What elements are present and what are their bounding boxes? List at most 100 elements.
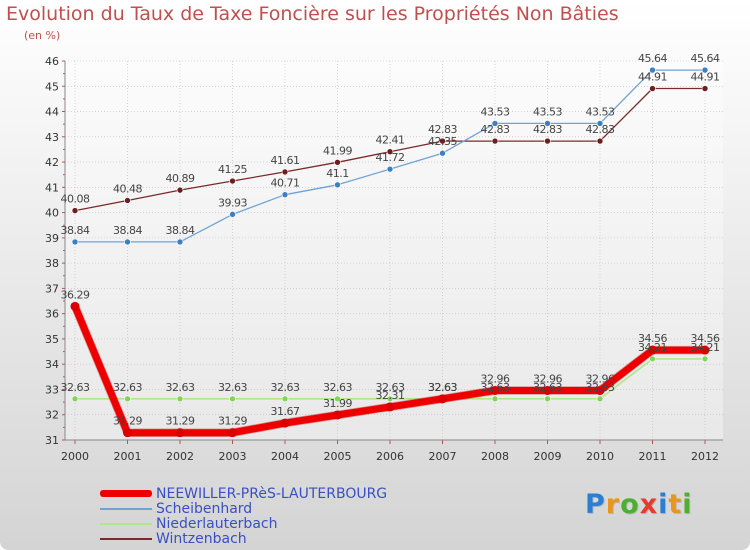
data-point [175, 428, 185, 438]
y-axis-label: (en %) [24, 29, 61, 42]
legend-item: Niederlauterbach [100, 516, 387, 532]
legend-swatch [100, 537, 152, 540]
data-point [176, 186, 184, 194]
data-point [334, 159, 341, 166]
data-point [281, 191, 289, 198]
data-point [595, 385, 605, 395]
legend-label: Wintzenbach [156, 530, 247, 547]
data-label: 31.29 [113, 415, 142, 428]
y-tick-label: 36 [45, 308, 59, 321]
data-point [701, 85, 709, 92]
data-point [596, 395, 604, 403]
data-label: 38.84 [166, 224, 195, 237]
data-point [281, 168, 289, 176]
data-label: 32.63 [481, 381, 510, 394]
brand-letter: r [605, 489, 621, 520]
data-point [701, 355, 709, 363]
legend-swatch [100, 522, 152, 525]
data-point [334, 181, 341, 189]
data-label: 34.56 [638, 332, 667, 345]
y-tick-label: 37 [45, 282, 59, 295]
data-point [123, 428, 132, 438]
data-label: 31.67 [271, 405, 300, 418]
data-point [649, 355, 656, 363]
data-point [596, 137, 604, 145]
data-point [490, 385, 500, 395]
data-label: 41.1 [326, 167, 349, 180]
data-point [386, 165, 394, 173]
data-label: 32.63 [428, 381, 457, 394]
x-tick-label: 2011 [639, 450, 667, 463]
data-point [596, 120, 604, 127]
data-point [281, 395, 289, 403]
data-label: 41.25 [218, 163, 247, 176]
data-point [491, 395, 499, 403]
data-label: 43.53 [481, 105, 510, 118]
data-point [649, 85, 656, 92]
legend: NEEWILLER-PRèS-LAUTERBOURG Scheibenhard Ni… [100, 486, 387, 547]
data-label: 34.21 [691, 341, 720, 354]
data-point [334, 395, 341, 403]
data-label: 42.83 [586, 123, 615, 136]
x-tick-label: 2008 [481, 450, 509, 463]
chart-title: Evolution du Taux de Taxe Foncière sur l… [6, 3, 619, 25]
y-tick-label: 38 [45, 257, 59, 270]
data-label: 32.63 [533, 381, 562, 394]
data-label: 32.96 [481, 372, 510, 385]
data-label: 36.29 [61, 288, 90, 301]
data-label: 42.35 [428, 135, 457, 148]
data-point [439, 137, 446, 145]
data-point [228, 428, 237, 438]
brand-letter: x [639, 489, 659, 520]
data-label: 42.83 [481, 123, 510, 136]
data-label: 42.41 [376, 134, 405, 147]
legend-label: Scheibenhard [156, 500, 253, 517]
y-tick-label: 42 [45, 156, 59, 169]
data-point [229, 177, 236, 185]
data-point [491, 120, 499, 127]
x-tick-label: 2012 [691, 450, 719, 463]
data-label: 32.63 [61, 381, 90, 394]
y-tick-label: 44 [45, 106, 59, 119]
data-point [386, 395, 394, 403]
data-label: 43.53 [586, 105, 615, 118]
data-label: 38.84 [61, 224, 90, 237]
data-point [124, 395, 131, 403]
legend-item: NEEWILLER-PRèS-LAUTERBOURG [100, 486, 387, 502]
y-tick-label: 43 [45, 131, 59, 144]
brand-letter: P [585, 489, 606, 520]
legend-swatch [100, 490, 152, 497]
x-tick-label: 2003 [219, 450, 247, 463]
x-tick-label: 2006 [376, 450, 404, 463]
data-point [71, 238, 79, 246]
y-tick-label: 32 [45, 409, 59, 422]
y-tick-label: 33 [45, 383, 59, 396]
data-point [649, 66, 656, 74]
x-tick-label: 2001 [114, 450, 142, 463]
x-tick-label: 2007 [429, 450, 457, 463]
data-point [544, 137, 551, 145]
data-point [701, 66, 709, 74]
legend-item: Scheibenhard [100, 500, 387, 517]
data-label: 31.29 [218, 415, 247, 428]
data-label: 45.64 [638, 52, 667, 65]
y-tick-label: 40 [45, 207, 59, 220]
data-point [229, 211, 236, 218]
data-point [439, 149, 446, 157]
data-label: 34.21 [638, 341, 667, 354]
x-tick-label: 2000 [61, 450, 89, 463]
data-label: 42.83 [428, 123, 457, 136]
axes: 31 32 33 34 35 36 37 38 39 40 41 42 43 44 45 46 2000 2001… [45, 55, 723, 463]
data-point [124, 197, 131, 204]
data-label: 32.63 [113, 381, 142, 394]
data-point [438, 394, 447, 404]
data-point [543, 385, 552, 395]
y-tick-label: 31 [45, 434, 59, 447]
data-point [648, 345, 657, 355]
data-label: 32.63 [376, 381, 405, 394]
data-label: 32.63 [428, 381, 457, 394]
data-label: 32.63 [271, 381, 300, 394]
data-label: 32.63 [586, 381, 615, 394]
